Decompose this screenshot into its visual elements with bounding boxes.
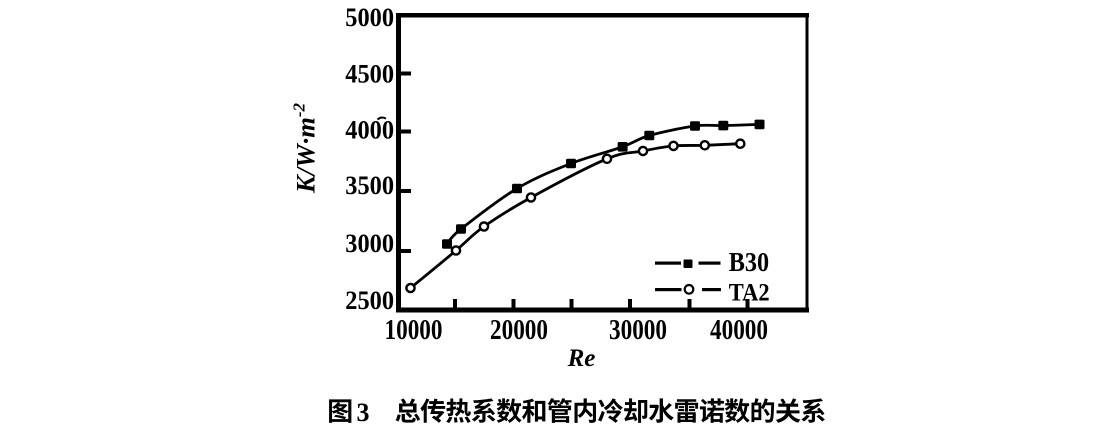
svg-text:2500: 2500 <box>345 285 394 315</box>
svg-text:10000: 10000 <box>385 314 443 346</box>
svg-text:K/W·m-2: K/W·m-2 <box>290 103 321 195</box>
svg-text:4000: 4000 <box>345 115 394 145</box>
svg-text:20000: 20000 <box>490 314 548 346</box>
svg-text:3000: 3000 <box>345 228 394 258</box>
svg-text:B30: B30 <box>729 246 769 277</box>
svg-text:TA2: TA2 <box>729 280 770 307</box>
svg-text:3500: 3500 <box>345 170 394 200</box>
svg-text:3: 3 <box>357 398 370 427</box>
svg-text:Re: Re <box>567 345 596 372</box>
svg-text:5000: 5000 <box>345 2 394 32</box>
svg-text:30000: 30000 <box>609 314 667 346</box>
svg-text:4500: 4500 <box>345 59 394 89</box>
svg-text:40000: 40000 <box>710 314 768 346</box>
